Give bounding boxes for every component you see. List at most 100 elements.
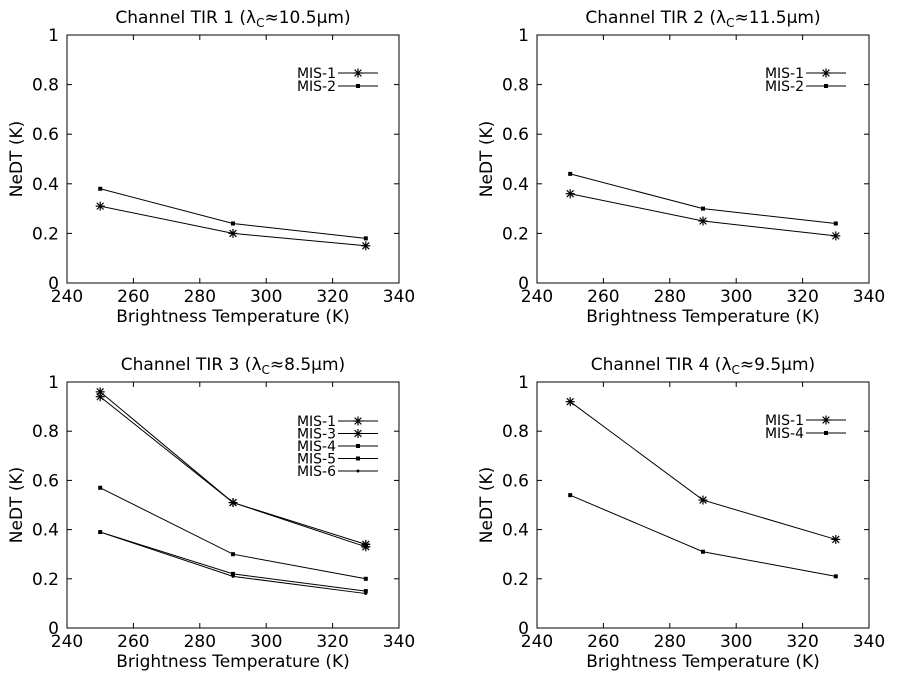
- x-tick-label: 300: [250, 632, 282, 652]
- data-point-mis-3: [361, 542, 371, 552]
- data-point-mis-5: [231, 571, 235, 576]
- y-tick-label: 1: [48, 26, 59, 46]
- y-tick-label: 0.2: [502, 224, 529, 244]
- data-point-mis-2: [833, 221, 838, 226]
- data-point-mis-2: [363, 236, 368, 241]
- data-point-mis-1: [565, 397, 575, 407]
- x-axis-label: Brightness Temperature (K): [116, 307, 349, 327]
- data-point-mis-4: [231, 552, 235, 557]
- legend-label: MIS-4: [297, 439, 336, 455]
- x-tick-label: 280: [184, 632, 216, 652]
- legend-marker: [356, 456, 360, 461]
- x-tick-label: 240: [521, 632, 553, 652]
- legend-label: MIS-5: [297, 452, 336, 468]
- series-line-mis-1: [570, 193, 836, 237]
- x-tick-label: 260: [117, 287, 149, 307]
- y-tick-label: 0.6: [32, 471, 59, 491]
- y-tick-label: 0.8: [502, 76, 529, 96]
- y-tick-label: 1: [518, 26, 529, 46]
- data-point-mis-1: [698, 216, 708, 226]
- chart-title: Channel TIR 1 (λC≈10.5µm): [115, 8, 350, 30]
- data-point-mis-1: [698, 495, 708, 505]
- series-line-mis-1: [100, 205, 366, 247]
- chart-title: Channel TIR 3 (λC≈8.5µm): [121, 355, 345, 377]
- series-line-mis-5: [100, 531, 366, 592]
- data-point-mis-6: [231, 574, 235, 578]
- data-point-mis-2: [701, 206, 705, 211]
- plot-frame: [536, 381, 870, 629]
- plot-frame: [536, 34, 870, 284]
- data-point-mis-2: [231, 221, 235, 226]
- x-tick-label: 340: [853, 632, 885, 652]
- legend-label: MIS-6: [297, 464, 336, 480]
- x-tick-label: 260: [117, 632, 149, 652]
- legend-label: MIS-1: [765, 66, 804, 82]
- x-tick-label: 300: [250, 287, 282, 307]
- data-point-mis-3: [228, 498, 238, 508]
- y-axis-label: NeDT (K): [477, 121, 497, 197]
- x-tick-label: 240: [51, 632, 83, 652]
- legend-label: MIS-4: [765, 426, 804, 442]
- legend-marker: [821, 68, 831, 78]
- y-axis-label: NeDT (K): [477, 467, 497, 543]
- data-point-mis-4: [833, 574, 838, 579]
- legend-label: MIS-3: [297, 427, 336, 443]
- data-point-mis-5: [363, 589, 368, 594]
- data-point-mis-3: [95, 392, 105, 402]
- legend-label: MIS-1: [297, 66, 336, 82]
- y-tick-label: 0.2: [502, 570, 529, 590]
- x-tick-label: 240: [521, 287, 553, 307]
- legend-marker: [353, 429, 363, 438]
- legend-marker: [356, 469, 360, 473]
- x-axis-label: Brightness Temperature (K): [586, 652, 819, 672]
- y-tick-label: 0.6: [32, 125, 59, 145]
- legend-marker: [824, 431, 828, 435]
- data-point-mis-6: [364, 592, 368, 596]
- y-tick-label: 1: [518, 373, 529, 393]
- legend-label: MIS-1: [297, 414, 336, 430]
- data-point-mis-6: [98, 530, 102, 534]
- x-axis-label: Brightness Temperature (K): [116, 652, 349, 672]
- y-tick-label: 0.4: [32, 521, 59, 541]
- legend-marker: [821, 415, 831, 425]
- data-point-mis-4: [98, 485, 103, 490]
- x-tick-label: 340: [383, 287, 415, 307]
- legend-label: MIS-1: [765, 413, 804, 429]
- y-tick-label: 0: [48, 619, 59, 639]
- data-point-mis-2: [568, 171, 573, 176]
- data-point-mis-1: [831, 231, 841, 241]
- y-tick-label: 0.2: [32, 570, 59, 590]
- data-point-mis-1: [565, 189, 575, 199]
- x-tick-label: 340: [383, 632, 415, 652]
- chart-title: Channel TIR 4 (λC≈9.5µm): [591, 355, 815, 377]
- legend-marker: [353, 68, 363, 78]
- chart-title: Channel TIR 2 (λC≈11.5µm): [585, 8, 820, 30]
- x-tick-label: 280: [184, 287, 216, 307]
- x-tick-label: 320: [786, 287, 818, 307]
- data-point-mis-2: [98, 186, 103, 191]
- y-axis-label: NeDT (K): [7, 467, 27, 543]
- y-tick-label: 0: [518, 274, 529, 294]
- series-line-mis-4: [570, 494, 836, 577]
- x-tick-label: 340: [853, 287, 885, 307]
- x-tick-label: 320: [316, 632, 348, 652]
- y-tick-label: 0: [518, 619, 529, 639]
- y-tick-label: 0: [48, 274, 59, 294]
- y-axis-label: NeDT (K): [7, 121, 27, 197]
- legend-marker: [824, 84, 828, 88]
- series-line-mis-6: [100, 531, 366, 595]
- legend-marker: [356, 84, 360, 88]
- x-tick-label: 320: [786, 632, 818, 652]
- legend-marker: [353, 416, 363, 426]
- plot-frame: [66, 381, 400, 629]
- series-line-mis-2: [570, 173, 836, 224]
- x-tick-label: 280: [654, 632, 686, 652]
- y-tick-label: 0.6: [502, 125, 529, 145]
- y-tick-label: 0.8: [32, 422, 59, 442]
- x-tick-label: 240: [51, 287, 83, 307]
- legend-label: MIS-2: [297, 79, 336, 95]
- data-point-mis-1: [361, 241, 371, 251]
- x-tick-label: 300: [720, 287, 752, 307]
